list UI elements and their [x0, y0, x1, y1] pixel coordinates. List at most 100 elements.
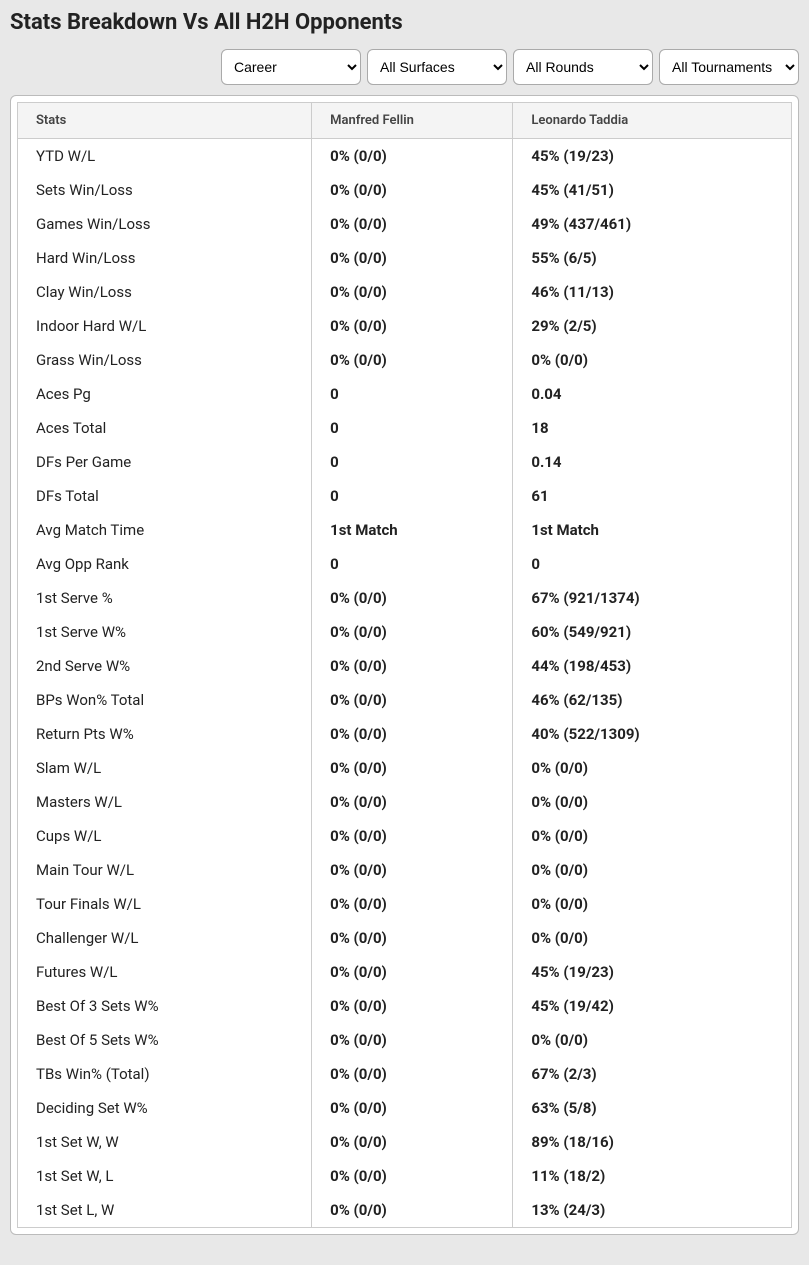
stat-value-player2: 40% (522/1309) — [513, 717, 792, 751]
stat-label: Main Tour W/L — [18, 853, 312, 887]
stat-value-player2: 63% (5/8) — [513, 1091, 792, 1125]
stat-value-player2: 0% (0/0) — [513, 819, 792, 853]
filter-bar: Career All Surfaces All Rounds All Tourn… — [10, 49, 799, 85]
table-row: Aces Total018 — [18, 411, 792, 445]
stat-value-player1: 0 — [312, 411, 513, 445]
header-player1: Manfred Fellin — [312, 103, 513, 139]
stat-label: Aces Pg — [18, 377, 312, 411]
stat-label: DFs Per Game — [18, 445, 312, 479]
stat-value-player1: 0% (0/0) — [312, 1091, 513, 1125]
stat-value-player2: 0.14 — [513, 445, 792, 479]
stat-label: Challenger W/L — [18, 921, 312, 955]
stat-value-player1: 0% (0/0) — [312, 1193, 513, 1228]
stat-value-player2: 45% (19/23) — [513, 955, 792, 989]
table-row: Futures W/L0% (0/0)45% (19/23) — [18, 955, 792, 989]
stat-value-player1: 0% (0/0) — [312, 581, 513, 615]
stat-value-player1: 0% (0/0) — [312, 615, 513, 649]
stat-value-player2: 0% (0/0) — [513, 921, 792, 955]
stat-value-player1: 0% (0/0) — [312, 139, 513, 174]
table-row: Best Of 5 Sets W%0% (0/0)0% (0/0) — [18, 1023, 792, 1057]
stat-value-player2: 1st Match — [513, 513, 792, 547]
stat-value-player1: 0% (0/0) — [312, 989, 513, 1023]
stat-value-player2: 67% (2/3) — [513, 1057, 792, 1091]
stat-value-player2: 0% (0/0) — [513, 887, 792, 921]
table-row: Games Win/Loss0% (0/0)49% (437/461) — [18, 207, 792, 241]
stat-label: Clay Win/Loss — [18, 275, 312, 309]
table-row: DFs Total061 — [18, 479, 792, 513]
stat-value-player2: 18 — [513, 411, 792, 445]
stat-label: 1st Serve % — [18, 581, 312, 615]
table-row: Avg Opp Rank00 — [18, 547, 792, 581]
stat-label: Best Of 5 Sets W% — [18, 1023, 312, 1057]
stat-label: Futures W/L — [18, 955, 312, 989]
stat-value-player1: 0 — [312, 445, 513, 479]
stat-value-player2: 0% (0/0) — [513, 343, 792, 377]
stat-value-player2: 45% (41/51) — [513, 173, 792, 207]
stat-value-player1: 0 — [312, 547, 513, 581]
table-row: 2nd Serve W%0% (0/0)44% (198/453) — [18, 649, 792, 683]
stat-label: Tour Finals W/L — [18, 887, 312, 921]
table-row: 1st Set L, W0% (0/0)13% (24/3) — [18, 1193, 792, 1228]
stats-breakdown-page: Stats Breakdown Vs All H2H Opponents Car… — [0, 0, 809, 1245]
stat-label: Indoor Hard W/L — [18, 309, 312, 343]
stat-value-player1: 0% (0/0) — [312, 1057, 513, 1091]
stat-label: Grass Win/Loss — [18, 343, 312, 377]
stat-value-player2: 44% (198/453) — [513, 649, 792, 683]
stat-label: Return Pts W% — [18, 717, 312, 751]
stat-value-player1: 0% (0/0) — [312, 717, 513, 751]
stat-label: Games Win/Loss — [18, 207, 312, 241]
filter-time-select[interactable]: Career — [221, 49, 361, 85]
table-row: Sets Win/Loss0% (0/0)45% (41/51) — [18, 173, 792, 207]
stat-label: YTD W/L — [18, 139, 312, 174]
stat-value-player2: 45% (19/23) — [513, 139, 792, 174]
stat-label: Sets Win/Loss — [18, 173, 312, 207]
table-row: Aces Pg00.04 — [18, 377, 792, 411]
stat-value-player1: 0 — [312, 479, 513, 513]
stat-value-player2: 46% (62/135) — [513, 683, 792, 717]
stat-label: Best Of 3 Sets W% — [18, 989, 312, 1023]
table-row: DFs Per Game00.14 — [18, 445, 792, 479]
stat-value-player2: 46% (11/13) — [513, 275, 792, 309]
table-row: Main Tour W/L0% (0/0)0% (0/0) — [18, 853, 792, 887]
table-row: BPs Won% Total0% (0/0)46% (62/135) — [18, 683, 792, 717]
stat-value-player1: 0% (0/0) — [312, 309, 513, 343]
stat-label: TBs Win% (Total) — [18, 1057, 312, 1091]
header-stats: Stats — [18, 103, 312, 139]
stat-value-player2: 0.04 — [513, 377, 792, 411]
stat-value-player1: 1st Match — [312, 513, 513, 547]
stat-value-player1: 0% (0/0) — [312, 241, 513, 275]
filter-round-select[interactable]: All Rounds — [513, 49, 653, 85]
stats-table: Stats Manfred Fellin Leonardo Taddia YTD… — [17, 102, 792, 1228]
stat-label: Avg Opp Rank — [18, 547, 312, 581]
table-row: TBs Win% (Total)0% (0/0)67% (2/3) — [18, 1057, 792, 1091]
table-row: YTD W/L0% (0/0)45% (19/23) — [18, 139, 792, 174]
stat-label: 1st Set W, L — [18, 1159, 312, 1193]
filter-tournament-select[interactable]: All Tournaments — [659, 49, 799, 85]
header-player2: Leonardo Taddia — [513, 103, 792, 139]
stat-label: Deciding Set W% — [18, 1091, 312, 1125]
stat-value-player2: 0% (0/0) — [513, 853, 792, 887]
stat-value-player2: 0% (0/0) — [513, 785, 792, 819]
stat-value-player2: 0% (0/0) — [513, 751, 792, 785]
stat-label: Aces Total — [18, 411, 312, 445]
stat-value-player2: 49% (437/461) — [513, 207, 792, 241]
stat-label: Avg Match Time — [18, 513, 312, 547]
stat-value-player2: 13% (24/3) — [513, 1193, 792, 1228]
table-row: Tour Finals W/L0% (0/0)0% (0/0) — [18, 887, 792, 921]
stat-value-player1: 0% (0/0) — [312, 819, 513, 853]
table-row: Cups W/L0% (0/0)0% (0/0) — [18, 819, 792, 853]
stat-value-player2: 61 — [513, 479, 792, 513]
stat-label: DFs Total — [18, 479, 312, 513]
table-row: Slam W/L0% (0/0)0% (0/0) — [18, 751, 792, 785]
filter-surface-select[interactable]: All Surfaces — [367, 49, 507, 85]
stat-value-player1: 0% (0/0) — [312, 1159, 513, 1193]
table-row: Masters W/L0% (0/0)0% (0/0) — [18, 785, 792, 819]
stat-value-player1: 0 — [312, 377, 513, 411]
stat-value-player2: 45% (19/42) — [513, 989, 792, 1023]
stat-value-player1: 0% (0/0) — [312, 853, 513, 887]
stat-value-player1: 0% (0/0) — [312, 173, 513, 207]
table-row: Indoor Hard W/L0% (0/0)29% (2/5) — [18, 309, 792, 343]
stat-value-player1: 0% (0/0) — [312, 343, 513, 377]
table-row: Deciding Set W%0% (0/0)63% (5/8) — [18, 1091, 792, 1125]
stat-value-player1: 0% (0/0) — [312, 955, 513, 989]
